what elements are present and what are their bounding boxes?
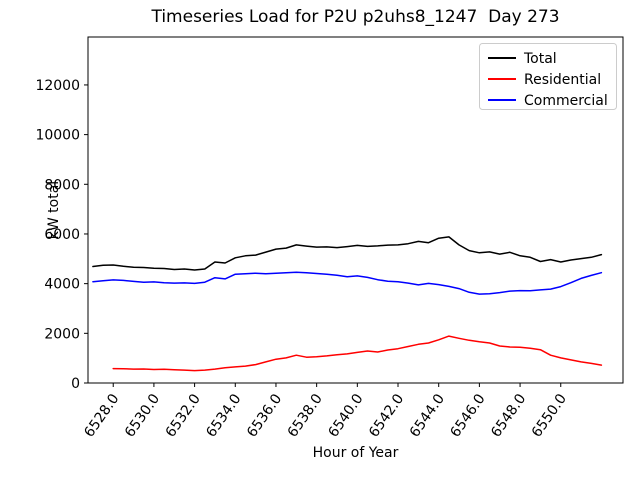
axes-frame: [87, 36, 624, 384]
y-tick-label: 6000: [44, 227, 80, 243]
x-tick-label: 6544.0: [407, 391, 448, 440]
x-tick-label: 6536.0: [244, 391, 285, 440]
legend: Total Residential Commercial: [479, 43, 617, 110]
commercial-line: [92, 271, 603, 295]
y-tick-label: 2000: [44, 326, 80, 342]
y-tick-label: 8000: [44, 177, 80, 193]
y-tick-label: 4000: [44, 277, 80, 293]
legend-box: [479, 43, 617, 110]
y-tick-label: 0: [71, 376, 80, 392]
chart-title: Timeseries Load for P2U p2uhs8_1247 Day …: [151, 7, 560, 27]
x-tick-label: 6528.0: [81, 391, 122, 440]
y-tick-label: 10000: [35, 128, 80, 144]
x-tick-label: 6550.0: [529, 391, 570, 440]
x-tick-label: 6540.0: [325, 391, 366, 440]
total-line: [92, 236, 603, 271]
legend-label-total: Total: [523, 51, 557, 67]
x-tick-label: 6546.0: [447, 391, 488, 440]
x-tick-label: 6530.0: [122, 391, 163, 440]
x-axis-label: Hour of Year: [312, 445, 399, 461]
x-tick-label: 6538.0: [285, 391, 326, 440]
x-tick-label: 6548.0: [488, 391, 529, 440]
legend-label-commercial: Commercial: [524, 93, 608, 109]
legend-label-residential: Residential: [524, 72, 601, 88]
x-tick-label: 6532.0: [163, 391, 204, 440]
x-tick-label: 6534.0: [203, 391, 244, 440]
residential-line: [112, 335, 603, 372]
y-tick-label: 12000: [35, 78, 80, 94]
x-tick-label: 6542.0: [366, 391, 407, 440]
